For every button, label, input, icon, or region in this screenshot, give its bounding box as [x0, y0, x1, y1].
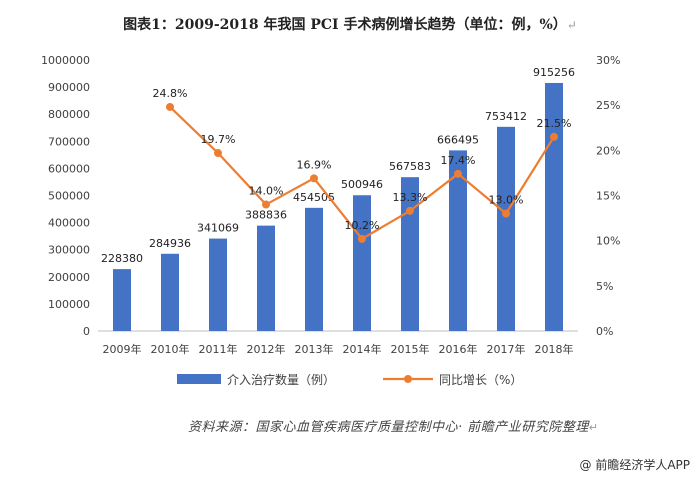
legend-bar-swatch	[177, 374, 221, 384]
growth-data-label: 19.7%	[201, 133, 236, 146]
legend: 介入治疗数量（例） 同比增长（%）	[177, 372, 522, 387]
legend-line-label: 同比增长（%）	[439, 373, 522, 387]
x-axis-tick-label: 2012年	[247, 342, 286, 356]
return-mark-icon: ↵	[588, 421, 599, 434]
left-axis: 0 100000 200000 300000 400000 500000 600000 700…	[41, 54, 90, 338]
growth-point	[502, 209, 510, 218]
bar-data-label: 228380	[101, 252, 143, 265]
right-axis-tick-label: 25%	[596, 99, 620, 112]
growth-point	[358, 234, 366, 243]
growth-point	[214, 149, 222, 158]
right-axis-tick-label: 5%	[596, 280, 613, 293]
x-axis-tick-label: 2017年	[487, 342, 526, 356]
legend-line-marker	[404, 375, 412, 383]
bar	[305, 207, 323, 331]
bar	[113, 269, 131, 331]
right-axis-tick-label: 15%	[596, 190, 620, 203]
bar	[353, 195, 371, 331]
legend-bar-label: 介入治疗数量（例）	[227, 372, 335, 387]
bar-data-label: 500946	[341, 178, 383, 191]
right-axis-tick-label: 30%	[596, 54, 620, 67]
growth-point	[310, 174, 318, 183]
right-axis: 0% 5% 10% 15% 20% 25% 30%	[596, 54, 620, 338]
return-mark-icon: ↵	[566, 18, 577, 32]
bar	[209, 238, 227, 331]
source-note: 资料来源：国家心血管疾病医疗质量控制中心· 前瞻产业研究院整理↵	[188, 416, 598, 435]
x-axis-tick-label: 2014年	[343, 342, 382, 356]
bar-data-label: 284936	[149, 237, 191, 250]
bar-series	[113, 82, 563, 331]
x-axis-tick-label: 2018年	[535, 342, 574, 356]
x-axis-tick-label: 2016年	[439, 342, 478, 356]
growth-data-label: 14.0%	[249, 185, 284, 198]
left-axis-tick-label: 600000	[48, 162, 90, 175]
growth-point	[166, 102, 174, 111]
x-axis-tick-label: 2009年	[103, 342, 142, 356]
bar-data-label: 341069	[197, 222, 239, 235]
growth-data-label: 17.4%	[441, 154, 476, 167]
line-series	[166, 102, 558, 243]
growth-data-label: 13.0%	[489, 194, 524, 207]
right-axis-tick-label: 20%	[596, 144, 620, 157]
growth-data-label: 10.2%	[345, 219, 380, 232]
watermark: @ 前瞻经济学人APP	[579, 458, 691, 472]
x-axis-tick-label: 2015年	[391, 342, 430, 356]
bar-data-label: 666495	[437, 133, 479, 146]
bar	[449, 150, 467, 331]
growth-point	[550, 132, 558, 141]
chart-title: 图表1：2009-2018 年我国 PCI 手术病例增长趋势（单位：例，%）↵	[0, 14, 700, 34]
left-axis-tick-label: 300000	[48, 244, 90, 257]
bar	[161, 253, 179, 331]
bar-data-label: 388836	[245, 209, 287, 222]
growth-data-label: 16.9%	[297, 158, 332, 171]
x-axis: 2009年 2010年 2011年 2012年 2013年 2014年 2015年 2016年…	[103, 342, 574, 356]
left-axis-tick-label: 200000	[48, 271, 90, 284]
left-axis-tick-label: 700000	[48, 135, 90, 148]
x-axis-tick-label: 2010年	[151, 342, 190, 356]
growth-point	[262, 200, 270, 209]
left-axis-tick-label: 100000	[48, 298, 90, 311]
growth-data-label: 21.5%	[537, 117, 572, 130]
bar-data-label: 454505	[293, 191, 335, 204]
growth-data-label: 24.8%	[153, 87, 188, 100]
x-axis-tick-label: 2011年	[199, 342, 238, 356]
pci-chart: 0 100000 200000 300000 400000 500000 600000 700…	[41, 54, 620, 387]
bar-data-label: 753412	[485, 110, 527, 123]
growth-point	[454, 169, 462, 178]
left-axis-tick-label: 400000	[48, 217, 90, 230]
source-text: 资料来源：国家心血管疾病医疗质量控制中心· 前瞻产业研究院整理	[188, 420, 589, 435]
bar	[257, 225, 275, 331]
left-axis-tick-label: 800000	[48, 108, 90, 121]
right-axis-tick-label: 10%	[596, 235, 620, 248]
bar-data-labels: 228380 284936 341069 388836 454505 500946 5675…	[101, 66, 575, 265]
left-axis-tick-label: 0	[83, 325, 90, 338]
right-axis-tick-label: 0%	[596, 325, 613, 338]
left-axis-tick-label: 1000000	[41, 54, 90, 67]
bar	[401, 177, 419, 331]
chart-title-text: 图表1：2009-2018 年我国 PCI 手术病例增长趋势（单位：例，%）	[123, 17, 567, 33]
x-axis-tick-label: 2013年	[295, 342, 334, 356]
left-axis-tick-label: 900000	[48, 81, 90, 94]
bar-data-label: 567583	[389, 160, 431, 173]
left-axis-tick-label: 500000	[48, 190, 90, 203]
growth-point	[406, 206, 414, 215]
line-data-labels: 24.8% 19.7% 14.0% 16.9% 10.2% 13.3% 17.4% 13.0%…	[153, 87, 572, 232]
growth-data-label: 13.3%	[393, 191, 428, 204]
bar	[497, 126, 515, 331]
bar-data-label: 915256	[533, 66, 575, 79]
